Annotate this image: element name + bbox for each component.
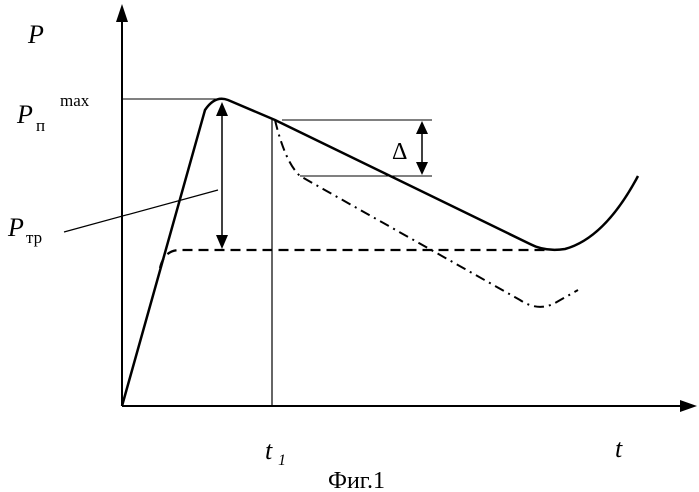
p-max-subscript: п <box>36 116 45 135</box>
delta-label: Δ <box>392 139 407 165</box>
t1-subscript: 1 <box>278 452 286 469</box>
p-tr-subscript: тр <box>26 228 42 247</box>
t-axis-label: t <box>615 434 623 463</box>
p-tr-arrow-top <box>216 102 228 116</box>
figure-caption: Фиг.1 <box>328 468 385 492</box>
p-max-superscript: max <box>60 91 90 110</box>
p-tr-label: P <box>7 213 24 242</box>
delta-arrow-top <box>416 121 428 134</box>
p-max-label: P <box>16 100 33 129</box>
t1-label: t <box>265 436 273 465</box>
solid-pressure-curve <box>122 99 638 406</box>
dashed-friction-curve <box>160 250 545 268</box>
delta-arrow-bottom <box>416 162 428 175</box>
p-axis-arrow <box>116 4 128 22</box>
p-tr-leader-line <box>64 190 218 232</box>
p-tr-arrow-bottom <box>216 235 228 249</box>
t-axis-arrow <box>680 400 697 412</box>
p-axis-label: P <box>27 20 44 49</box>
dash-dot-curve <box>275 120 578 307</box>
